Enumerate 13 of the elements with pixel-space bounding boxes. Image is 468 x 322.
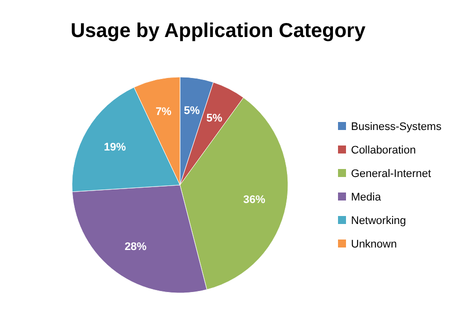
legend-label: Business-Systems: [351, 120, 442, 133]
data-label: 5%: [206, 112, 222, 124]
legend-label: Media: [351, 191, 382, 204]
legend-label: Unknown: [351, 238, 397, 250]
data-label: 28%: [124, 241, 147, 254]
data-label: 19%: [104, 141, 126, 154]
legend-label: General-Internet: [351, 168, 432, 180]
legend-label: Collaboration: [351, 144, 416, 156]
data-label: 5%: [184, 105, 200, 118]
legend-label: Networking: [351, 214, 406, 227]
chart-title: Usage by Application Category: [70, 20, 366, 42]
data-label: 7%: [156, 106, 172, 118]
data-label: 36%: [243, 194, 266, 206]
